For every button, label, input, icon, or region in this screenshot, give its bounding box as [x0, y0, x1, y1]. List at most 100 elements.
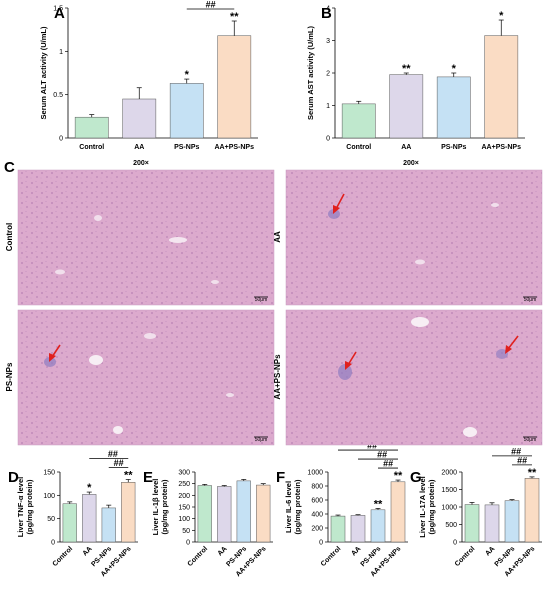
- micrograph-aa: AA 50μm: [273, 169, 543, 306]
- chart-f: F 0 200 400 600 800 1000 Liver IL-6 level(pg/mg…: [276, 441, 408, 578]
- panel-letter-a: A: [54, 5, 65, 22]
- significance-marker: *: [499, 10, 504, 22]
- x-tick-label: AA+PS-NPs: [215, 144, 255, 151]
- y-tick-label: 1500: [441, 487, 457, 494]
- comparison-label: ##: [113, 458, 123, 468]
- bar-aa-ps-nps: [121, 482, 136, 543]
- inflammatory-focus: [328, 209, 340, 219]
- y-tick-label: 50: [182, 528, 190, 535]
- y-tick-label: 800: [311, 484, 323, 491]
- lesion-arrowhead: [333, 205, 340, 214]
- bar-aa-ps-nps: [256, 484, 271, 543]
- bar-aa: [82, 494, 97, 543]
- x-tick-label: AA: [82, 545, 94, 557]
- bar-control: [341, 103, 376, 139]
- x-tick-label: Control: [346, 144, 371, 151]
- y-tick-label: 1: [326, 103, 330, 110]
- comparison-label: ##: [205, 0, 215, 10]
- bar-aa-ps-nps: [390, 481, 406, 543]
- panel-letter-c: C: [4, 159, 15, 176]
- y-tick-label: 500: [445, 522, 457, 529]
- y-tick-label: 1: [59, 49, 63, 56]
- inflammatory-focus: [44, 357, 56, 367]
- significance-marker: *: [185, 69, 190, 81]
- y-axis-label-line: Serum AST activity (U/mL): [306, 26, 315, 120]
- comparison-label: ##: [511, 446, 521, 456]
- y-axis-label: Serum AST activity (U/mL): [306, 26, 315, 120]
- panel-letter-d: D: [8, 469, 19, 486]
- scale-bar-label: 50μm: [255, 297, 268, 303]
- bar-ps-nps: [436, 76, 471, 139]
- magnification-right: 200×: [403, 160, 419, 167]
- comparison-label: ##: [377, 450, 387, 460]
- bar-ps-nps: [101, 507, 116, 543]
- y-tick-label: 0: [59, 136, 63, 143]
- bar-ps-nps: [169, 83, 204, 139]
- y-tick-label: 1.5: [53, 6, 63, 13]
- bar-control: [62, 503, 77, 543]
- y-tick-label: 400: [311, 512, 323, 519]
- comparison-label: ##: [108, 449, 118, 459]
- significance-marker: *: [87, 482, 92, 494]
- x-tick-label: Control: [79, 144, 104, 151]
- panel-letter-g: G: [410, 469, 422, 486]
- y-tick-label: 1000: [441, 505, 457, 512]
- y-axis-label: Liver IL-1β level(pg/mg protein): [151, 479, 169, 536]
- y-tick-label: 100: [43, 493, 55, 500]
- micrograph-aa-ps-nps: AA+PS-NPs 50μm: [273, 309, 543, 446]
- y-tick-label: 0: [186, 540, 190, 547]
- y-axis-label-line: Liver IL-17A level: [418, 476, 427, 537]
- bar-aa-ps-nps: [524, 478, 540, 543]
- lesion-arrowhead: [345, 361, 352, 370]
- bar-aa: [350, 515, 366, 543]
- comparison-label: ##: [517, 455, 527, 465]
- histology-block: C 200× 200× Control 50μm AA 50μm: [4, 159, 543, 446]
- significance-marker: **: [230, 11, 239, 23]
- y-axis-label-line: (pg/mg protein): [427, 479, 436, 534]
- lesion-arrow: [335, 193, 345, 210]
- y-tick-label: 2000: [441, 470, 457, 477]
- lesion-arrowhead: [505, 345, 512, 354]
- y-axis-label-line: Serum ALT activity (U/mL): [39, 26, 48, 119]
- y-tick-label: 2: [326, 71, 330, 78]
- y-axis-label: Liver IL-6 level(pg/mg protein): [284, 479, 302, 534]
- y-tick-label: 0: [326, 136, 330, 143]
- significance-marker: **: [374, 498, 383, 510]
- y-axis-label-line: Liver IL-1β level: [151, 479, 160, 536]
- y-tick-label: 600: [311, 498, 323, 505]
- bar-aa-ps-nps: [484, 35, 519, 139]
- y-axis-label-line: (pg/mg protein): [25, 479, 34, 534]
- bar-aa-ps-nps: [217, 35, 252, 139]
- row-label-ps-nps: PS-NPs: [5, 362, 14, 391]
- significance-marker: **: [528, 467, 537, 479]
- y-tick-label: 0: [51, 540, 55, 547]
- y-tick-label: 200: [178, 493, 190, 500]
- lesion-arrowhead: [49, 353, 56, 362]
- scale-bar-label: 50μm: [524, 437, 537, 443]
- chart-g: G 0 500 1000 1500 2000 Liver IL-17A level(pg/m…: [410, 446, 542, 578]
- bar-aa: [217, 486, 232, 543]
- y-axis-label: Liver IL-17A level(pg/mg protein): [418, 476, 436, 537]
- y-axis-label-line: (pg/mg protein): [293, 479, 302, 534]
- y-axis-label-line: Liver IL-6 level: [284, 481, 293, 533]
- row-label-control: Control: [5, 223, 14, 251]
- comparison-label: ##: [367, 441, 377, 451]
- x-tick-label: AA: [484, 545, 496, 557]
- comparison-label: ##: [383, 459, 393, 469]
- y-axis-label-line: Liver TNF-α level: [16, 477, 25, 537]
- y-tick-label: 300: [178, 470, 190, 477]
- x-tick-label: PS-NPs: [174, 144, 199, 151]
- chart-d: D 0 50 100 150 Liver TNF-α level(pg/mg protei…: [8, 449, 138, 578]
- y-axis-label: Serum ALT activity (U/mL): [39, 26, 48, 119]
- y-tick-label: 0.5: [53, 92, 63, 99]
- magnification-left: 200×: [133, 160, 149, 167]
- y-axis-label: Liver TNF-α level(pg/mg protein): [16, 477, 34, 537]
- y-tick-label: 150: [178, 505, 190, 512]
- significance-marker: *: [452, 63, 457, 75]
- x-tick-label: AA: [350, 545, 362, 557]
- x-tick-label: AA: [401, 144, 411, 151]
- y-axis-label-line: (pg/mg protein): [160, 479, 169, 534]
- x-tick-label: Control: [52, 545, 75, 568]
- micrograph-ps-nps: PS-NPs 50μm: [5, 309, 275, 446]
- x-tick-label: PS-NPs: [441, 144, 466, 151]
